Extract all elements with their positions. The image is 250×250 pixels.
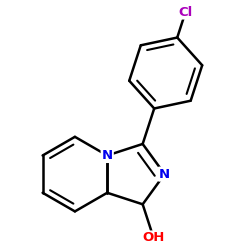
Text: Cl: Cl (178, 6, 193, 18)
Text: N: N (102, 149, 113, 162)
Text: N: N (159, 168, 170, 180)
Text: OH: OH (142, 232, 165, 244)
